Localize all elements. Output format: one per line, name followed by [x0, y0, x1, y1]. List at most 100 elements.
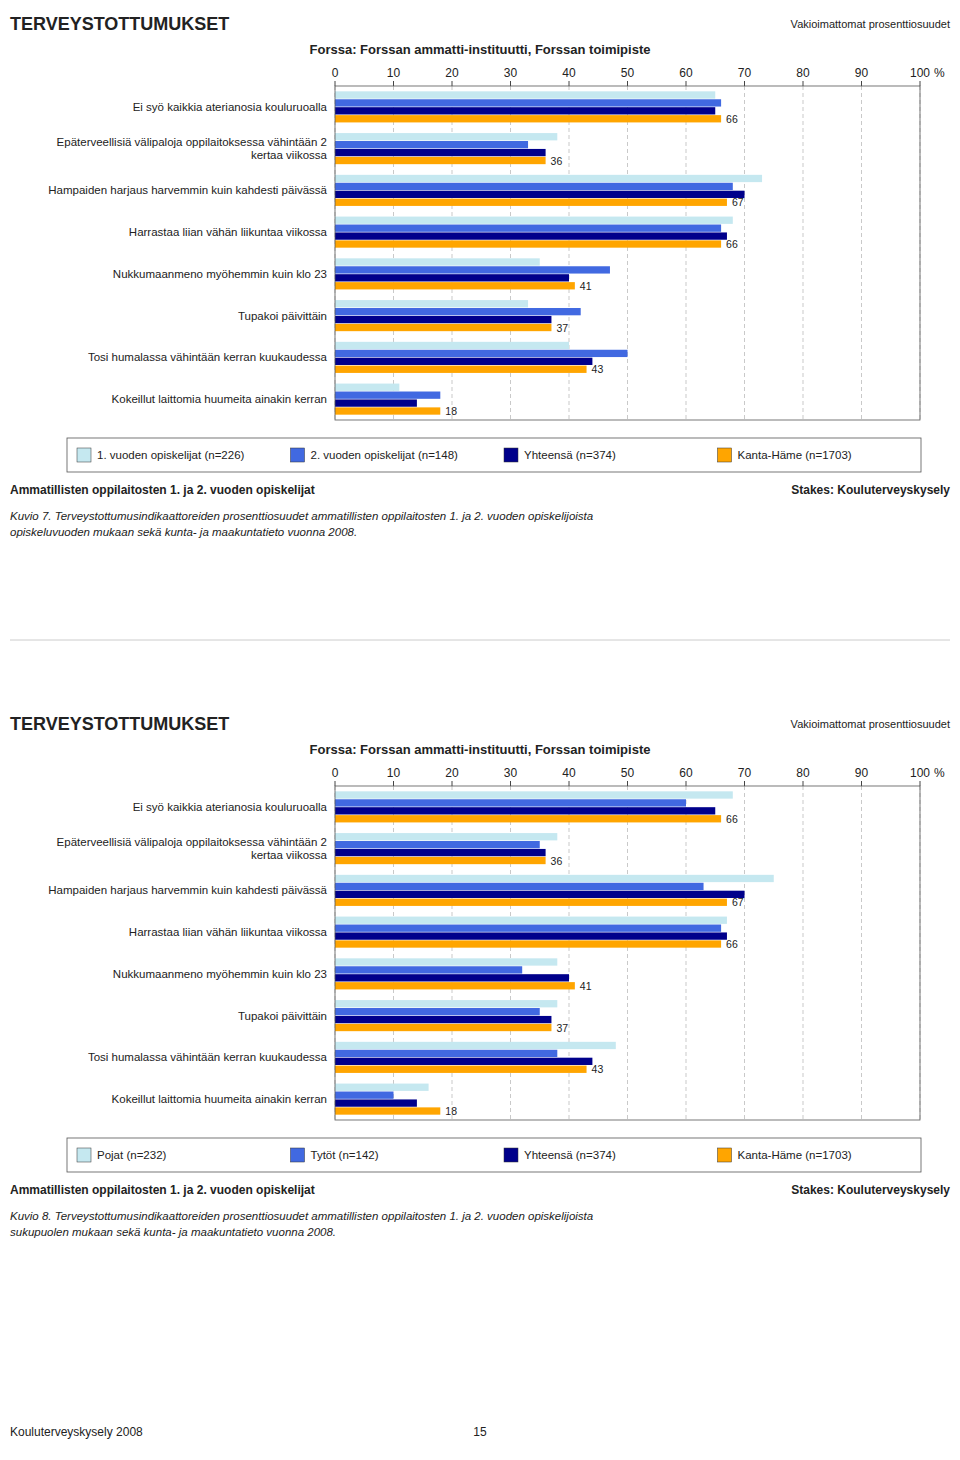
- text-line: Tupakoi päivittäin: [238, 1010, 327, 1022]
- tick-mark: [744, 781, 745, 786]
- legend-entry: 1. vuoden opiskelijat (n=226): [97, 449, 245, 461]
- text-line: Kokeillut laittomia huumeita ainakin ker…: [112, 1093, 327, 1105]
- bar: [335, 1024, 551, 1031]
- data-labels: 6636676641374318: [445, 813, 743, 1117]
- title: TERVEYSTOTTUMUKSET: [10, 714, 229, 734]
- data-label: 66: [726, 813, 738, 825]
- legend-swatch: [718, 448, 732, 462]
- bar: [335, 932, 727, 939]
- bar: [335, 899, 727, 906]
- legend-swatch: [504, 1148, 518, 1162]
- tick-mark: [686, 81, 687, 86]
- bar: [335, 225, 721, 232]
- tick-label: 40: [562, 66, 576, 80]
- bar: [335, 958, 557, 965]
- tick-mark: [510, 781, 511, 786]
- data-label: 43: [592, 1063, 604, 1075]
- bar: [335, 791, 733, 798]
- bar: [335, 1092, 394, 1099]
- data-label: 18: [445, 405, 457, 417]
- subtitle: Forssa: Forssan ammatti-instituutti, For…: [310, 42, 651, 57]
- bar: [335, 133, 557, 140]
- text-line: opiskeluvuoden mukaan sekä kunta- ja maa…: [10, 526, 357, 538]
- text-line: Epäterveellisiä välipaloja oppilaitokses…: [57, 136, 327, 148]
- bar: [335, 883, 704, 890]
- bar: [335, 407, 440, 414]
- bar: [335, 300, 528, 307]
- bar: [335, 191, 745, 198]
- category-label: Tupakoi päivittäin: [238, 310, 327, 322]
- legend-box: [67, 1138, 921, 1172]
- data-label: 18: [445, 1105, 457, 1117]
- bar: [335, 799, 686, 806]
- category-label: Hampaiden harjaus harvemmin kuin kahdest…: [48, 184, 327, 196]
- data-label: 66: [726, 113, 738, 125]
- bar: [335, 982, 575, 989]
- grid-line: [686, 86, 687, 420]
- plot-frame: [335, 86, 920, 420]
- tick-mark: [803, 781, 804, 786]
- bar: [335, 925, 721, 932]
- category-label: Kokeillut laittomia huumeita ainakin ker…: [112, 1093, 327, 1105]
- bar: [335, 399, 417, 406]
- bar: [335, 1107, 440, 1114]
- bar: [335, 974, 569, 981]
- category-label: Epäterveellisiä välipaloja oppilaitokses…: [57, 836, 328, 861]
- bar: [335, 917, 727, 924]
- tick-label: 80: [796, 766, 810, 780]
- legend-swatch: [77, 448, 91, 462]
- data-label: 66: [726, 938, 738, 950]
- bar: [335, 366, 587, 373]
- tick-label: 100: [910, 66, 930, 80]
- tick-label: 0: [332, 66, 339, 80]
- plot-frame: [335, 786, 920, 1120]
- bar: [335, 1008, 540, 1015]
- bar: [335, 175, 762, 182]
- category-label: Ei syö kaikkia aterianosia kouluruoalla: [133, 101, 328, 113]
- caption: Kuvio 8. Terveystottumusindikaattoreiden…: [10, 1210, 593, 1238]
- bar: [335, 1066, 587, 1073]
- legend-entry: Yhteensä (n=374): [524, 449, 616, 461]
- tick-label: 0: [332, 766, 339, 780]
- legend-swatch: [504, 448, 518, 462]
- footer-left: Ammatillisten oppilaitosten 1. ja 2. vuo…: [10, 1183, 315, 1197]
- bar: [335, 240, 721, 247]
- bar: [335, 217, 733, 224]
- tick-label: 30: [504, 766, 518, 780]
- bar: [335, 1099, 417, 1106]
- bar: [335, 232, 727, 239]
- legend-entry: Tytöt (n=142): [311, 1149, 379, 1161]
- bar: [335, 258, 540, 265]
- caption: Kuvio 7. Terveystottumusindikaattoreiden…: [10, 510, 593, 538]
- tick-mark: [393, 781, 394, 786]
- page-number: 15: [473, 1425, 487, 1439]
- tick-label: 90: [855, 766, 869, 780]
- axis-label: %: [934, 766, 945, 780]
- data-label: 67: [732, 196, 744, 208]
- text-line: Nukkumaanmeno myöhemmin kuin klo 23: [113, 268, 327, 280]
- tick-mark: [920, 781, 921, 786]
- data-labels: 6636676641374318: [445, 113, 743, 417]
- bars: [335, 91, 762, 414]
- category-label: Hampaiden harjaus harvemmin kuin kahdest…: [48, 884, 327, 896]
- tick-label: 70: [738, 66, 752, 80]
- tick-mark: [861, 781, 862, 786]
- text-line: Tosi humalassa vähintään kerran kuukaude…: [88, 351, 328, 363]
- bar: [335, 841, 540, 848]
- tick-mark: [452, 781, 453, 786]
- tick-mark: [510, 81, 511, 86]
- bar: [335, 157, 546, 164]
- tick-label: 90: [855, 66, 869, 80]
- category-label: Harrastaa liian vähän liikuntaa viikossa: [129, 926, 328, 938]
- bars: [335, 791, 774, 1114]
- text-line: kertaa viikossa: [251, 149, 328, 161]
- tick-label: 20: [445, 66, 459, 80]
- y-axis: Ei syö kaikkia aterianosia kouluruoalla E…: [48, 101, 327, 405]
- legend: 1. vuoden opiskelijat (n=226)2. vuoden o…: [67, 438, 921, 472]
- axis-label: %: [934, 66, 945, 80]
- category-label: Epäterveellisiä välipaloja oppilaitokses…: [57, 136, 328, 161]
- category-label: Nukkumaanmeno myöhemmin kuin klo 23: [113, 968, 327, 980]
- tick-mark: [627, 81, 628, 86]
- footer-right: Stakes: Kouluterveyskysely: [791, 483, 950, 497]
- data-label: 41: [580, 980, 592, 992]
